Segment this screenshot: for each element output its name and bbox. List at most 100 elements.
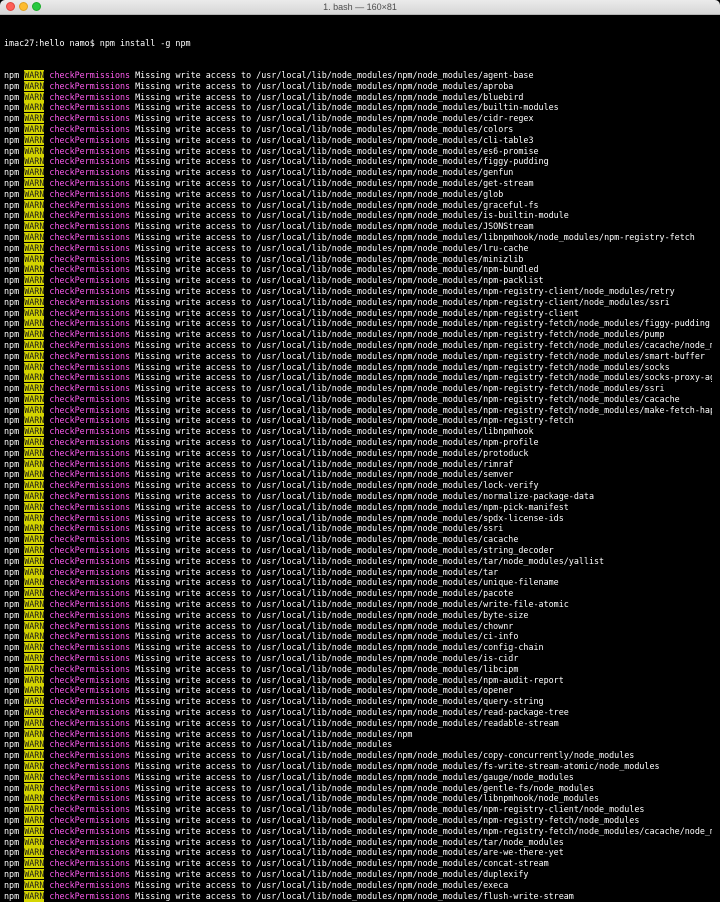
warn-badge: WARN — [24, 620, 45, 631]
npm-prefix: npm — [4, 588, 20, 599]
check-permissions-label: checkPermissions — [49, 609, 131, 620]
check-permissions-label: checkPermissions — [49, 361, 131, 372]
npm-prefix: npm — [4, 339, 20, 350]
log-line: npm WARN checkPermissions Missing write … — [4, 653, 712, 664]
check-permissions-label: checkPermissions — [49, 242, 131, 253]
module-path: /usr/local/lib/node_modules/npm/node_mod… — [256, 696, 544, 707]
module-path: /usr/local/lib/node_modules/npm/node_mod… — [256, 480, 539, 491]
module-path: /usr/local/lib/node_modules/npm/node_mod… — [256, 253, 524, 264]
warning-message: Missing write access to — [135, 383, 252, 394]
warn-badge: WARN — [24, 750, 45, 761]
npm-prefix: npm — [4, 242, 20, 253]
warning-message: Missing write access to — [135, 750, 252, 761]
zoom-button[interactable] — [32, 2, 41, 11]
module-path: /usr/local/lib/node_modules/npm/node_mod… — [256, 113, 534, 124]
check-permissions-label: checkPermissions — [49, 167, 131, 178]
npm-prefix: npm — [4, 707, 20, 717]
warn-badge: WARN — [24, 134, 45, 145]
warning-message: Missing write access to — [135, 469, 252, 480]
warning-message: Missing write access to — [135, 318, 252, 329]
warning-message: Missing write access to — [135, 588, 252, 599]
close-button[interactable] — [6, 2, 15, 11]
log-line: npm WARN checkPermissions Missing write … — [4, 825, 712, 837]
minimize-button[interactable] — [19, 2, 28, 11]
log-line: npm WARN checkPermissions Missing write … — [4, 296, 712, 308]
warning-message: Missing write access to — [135, 231, 252, 242]
log-line: npm WARN checkPermissions Missing write … — [4, 620, 712, 632]
check-permissions-label: checkPermissions — [49, 739, 131, 750]
npm-prefix: npm — [4, 577, 20, 588]
check-permissions-label: checkPermissions — [49, 685, 131, 696]
npm-prefix: npm — [4, 717, 20, 728]
check-permissions-label: checkPermissions — [49, 750, 131, 761]
terminal-output[interactable]: imac27:hello namo$ npm install -g npm np… — [0, 15, 712, 902]
check-permissions-label: checkPermissions — [49, 447, 131, 458]
npm-prefix: npm — [4, 523, 20, 534]
log-line: npm WARN checkPermissions Missing write … — [4, 728, 712, 740]
log-line: npm WARN checkPermissions Missing write … — [4, 760, 712, 772]
module-path: /usr/local/lib/node_modules/npm/node_mod… — [256, 545, 554, 556]
check-permissions-label: checkPermissions — [49, 642, 131, 653]
npm-prefix: npm — [4, 847, 20, 858]
warn-badge: WARN — [24, 707, 45, 717]
check-permissions-label: checkPermissions — [49, 80, 131, 91]
warn-badge: WARN — [24, 372, 45, 383]
log-line: npm WARN checkPermissions Missing write … — [4, 123, 712, 135]
check-permissions-label: checkPermissions — [49, 491, 131, 502]
log-line: npm WARN checkPermissions Missing write … — [4, 210, 712, 221]
warn-badge: WARN — [24, 393, 45, 404]
warn-badge: WARN — [24, 102, 45, 113]
check-permissions-label: checkPermissions — [49, 91, 131, 102]
check-permissions-label: checkPermissions — [49, 231, 131, 242]
npm-prefix: npm — [4, 415, 20, 426]
warn-badge: WARN — [24, 879, 45, 890]
module-path: /usr/local/lib/node_modules/npm/node_mod… — [256, 188, 504, 199]
check-permissions-label: checkPermissions — [49, 372, 131, 383]
npm-prefix: npm — [4, 890, 20, 901]
npm-prefix: npm — [4, 275, 20, 286]
warn-badge: WARN — [24, 221, 45, 232]
log-line: npm WARN checkPermissions Missing write … — [4, 253, 712, 265]
scrollbar[interactable] — [712, 15, 720, 902]
warning-message: Missing write access to — [135, 642, 252, 653]
warn-badge: WARN — [24, 253, 45, 264]
module-path: /usr/local/lib/node_modules/npm/node_mod… — [256, 221, 534, 232]
log-line: npm WARN checkPermissions Missing write … — [4, 782, 712, 794]
log-line: npm WARN checkPermissions Missing write … — [4, 858, 712, 869]
check-permissions-label: checkPermissions — [49, 199, 131, 210]
warn-badge: WARN — [24, 80, 45, 91]
npm-prefix: npm — [4, 231, 20, 242]
warning-message: Missing write access to — [135, 501, 252, 512]
module-path: /usr/local/lib/node_modules/npm/node_mod… — [256, 868, 529, 879]
module-path: /usr/local/lib/node_modules/npm/node_mod… — [256, 890, 574, 901]
log-line: npm WARN checkPermissions Missing write … — [4, 642, 712, 653]
warning-message: Missing write access to — [135, 847, 252, 858]
warning-message: Missing write access to — [135, 739, 252, 750]
module-path: /usr/local/lib/node_modules/npm/node_mod… — [256, 804, 645, 815]
log-line: npm WARN checkPermissions Missing write … — [4, 577, 712, 588]
warn-badge: WARN — [24, 231, 45, 242]
npm-prefix: npm — [4, 804, 20, 815]
check-permissions-label: checkPermissions — [49, 296, 131, 307]
warning-message: Missing write access to — [135, 329, 252, 340]
npm-prefix: npm — [4, 566, 20, 577]
warn-badge: WARN — [24, 318, 45, 329]
npm-prefix: npm — [4, 534, 20, 545]
warning-message: Missing write access to — [135, 188, 252, 199]
log-line: npm WARN checkPermissions Missing write … — [4, 836, 712, 848]
log-line: npm WARN checkPermissions Missing write … — [4, 588, 712, 599]
npm-prefix: npm — [4, 868, 20, 879]
warning-message: Missing write access to — [135, 663, 252, 674]
warning-message: Missing write access to — [135, 221, 252, 232]
log-line: npm WARN checkPermissions Missing write … — [4, 404, 712, 416]
warn-badge: WARN — [24, 113, 45, 124]
warn-badge: WARN — [24, 123, 45, 134]
log-line: npm WARN checkPermissions Missing write … — [4, 437, 712, 448]
log-line: npm WARN checkPermissions Missing write … — [4, 674, 712, 686]
warning-message: Missing write access to — [135, 836, 252, 847]
warning-message: Missing write access to — [135, 545, 252, 556]
module-path: /usr/local/lib/node_modules/npm/node_mod… — [256, 102, 559, 113]
log-line: npm WARN checkPermissions Missing write … — [4, 458, 712, 470]
log-line: npm WARN checkPermissions Missing write … — [4, 329, 712, 340]
module-path: /usr/local/lib/node_modules/npm/node_mod… — [256, 318, 710, 329]
